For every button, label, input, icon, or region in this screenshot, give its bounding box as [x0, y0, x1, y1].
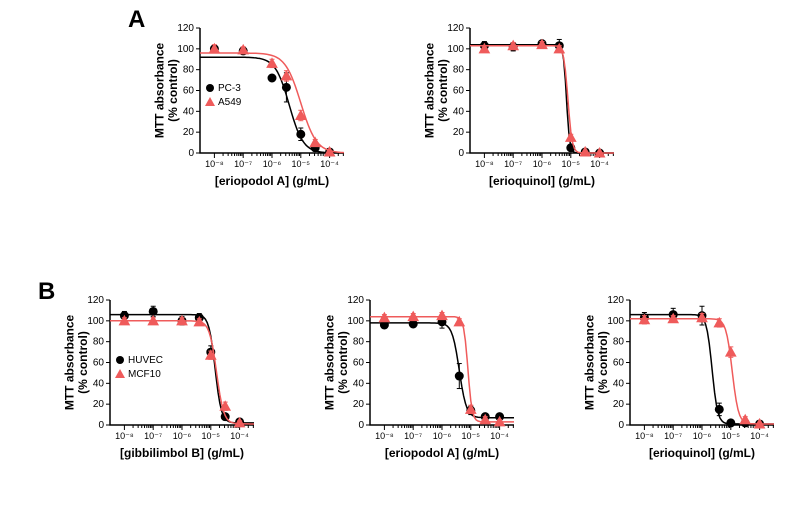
chart-erioquinol-normal: 0 20 40 60 80 100 120 10⁻⁸ 10⁻⁷ 10⁻⁶ 10⁻⁵ 10⁻⁴ MTT a… [580, 290, 780, 470]
svg-text:10⁻⁶: 10⁻⁶ [263, 159, 282, 169]
svg-text:0: 0 [188, 148, 194, 159]
svg-text:10⁻⁴: 10⁻⁴ [320, 159, 339, 169]
svg-text:20: 20 [613, 399, 625, 410]
svg-text:10⁻⁵: 10⁻⁵ [462, 431, 481, 441]
svg-text:10⁻⁷: 10⁻⁷ [144, 431, 162, 441]
svg-text:[erioquinol] (g/mL): [erioquinol] (g/mL) [649, 446, 755, 460]
svg-text:100: 100 [347, 316, 364, 327]
svg-text:[eriopodol A] (g/mL): [eriopodol A] (g/mL) [385, 446, 499, 460]
svg-text:20: 20 [453, 127, 465, 138]
svg-text:10⁻⁷: 10⁻⁷ [234, 159, 252, 169]
svg-text:A549: A549 [218, 97, 242, 108]
svg-text:MTT absorbance(% control): MTT absorbance(% control) [63, 315, 90, 411]
svg-text:[eriopodol A] (g/mL): [eriopodol A] (g/mL) [215, 174, 329, 188]
chart-eriopodol-a-normal: 0 20 40 60 80 100 120 10⁻⁸ 10⁻⁷ 10⁻⁶ 10⁻⁵ 10⁻⁴ MTT a… [320, 290, 520, 470]
panel-a-label: A [128, 6, 145, 34]
chart-gibbilimbol-b-normal: 0 20 40 60 80 100 120 10⁻⁸ 10⁻⁷ 10⁻⁶ 10⁻⁵ 10⁻⁴ MTT a… [60, 290, 260, 470]
svg-text:0: 0 [358, 420, 364, 431]
svg-text:20: 20 [353, 399, 365, 410]
svg-text:100: 100 [607, 316, 624, 327]
svg-text:40: 40 [93, 378, 105, 389]
svg-text:PC-3: PC-3 [218, 83, 241, 94]
svg-text:60: 60 [183, 86, 195, 97]
svg-text:80: 80 [93, 337, 105, 348]
chart-eriopodol-a-cancer: 0 20 40 60 80 100 120 10⁻⁸ 10⁻⁷ 10⁻⁶ 10⁻⁵ 10⁻⁴ MTT a… [150, 18, 350, 198]
svg-text:60: 60 [93, 358, 105, 369]
svg-text:10⁻⁷: 10⁻⁷ [404, 431, 422, 441]
svg-text:0: 0 [458, 148, 464, 159]
svg-text:80: 80 [183, 65, 195, 76]
svg-text:MTT absorbance(% control): MTT absorbance(% control) [423, 43, 450, 139]
svg-text:60: 60 [613, 358, 625, 369]
svg-text:120: 120 [607, 295, 624, 306]
svg-text:10⁻⁸: 10⁻⁸ [475, 159, 494, 169]
svg-text:10⁻⁷: 10⁻⁷ [504, 159, 522, 169]
svg-text:10⁻⁸: 10⁻⁸ [205, 159, 224, 169]
svg-text:10⁻⁶: 10⁻⁶ [433, 431, 452, 441]
svg-text:80: 80 [453, 65, 465, 76]
svg-text:100: 100 [87, 316, 104, 327]
svg-text:40: 40 [453, 106, 465, 117]
svg-text:10⁻⁵: 10⁻⁵ [292, 159, 311, 169]
svg-text:80: 80 [613, 337, 625, 348]
svg-text:120: 120 [87, 295, 104, 306]
svg-text:10⁻⁷: 10⁻⁷ [664, 431, 682, 441]
svg-text:120: 120 [177, 23, 194, 34]
svg-text:20: 20 [93, 399, 105, 410]
svg-text:40: 40 [613, 378, 625, 389]
panel-b-label: B [38, 278, 55, 306]
svg-text:10⁻⁴: 10⁻⁴ [590, 159, 609, 169]
svg-text:0: 0 [98, 420, 104, 431]
svg-text:120: 120 [347, 295, 364, 306]
svg-text:10⁻⁸: 10⁻⁸ [635, 431, 654, 441]
svg-text:MTT absorbance(% control): MTT absorbance(% control) [583, 315, 610, 411]
svg-text:0: 0 [618, 420, 624, 431]
svg-text:40: 40 [183, 106, 195, 117]
svg-text:80: 80 [353, 337, 365, 348]
svg-text:40: 40 [353, 378, 365, 389]
svg-text:10⁻⁵: 10⁻⁵ [562, 159, 581, 169]
svg-text:10⁻⁴: 10⁻⁴ [490, 431, 509, 441]
svg-text:10⁻⁶: 10⁻⁶ [693, 431, 712, 441]
svg-text:10⁻⁵: 10⁻⁵ [202, 431, 221, 441]
svg-text:MTT absorbance(% control): MTT absorbance(% control) [153, 43, 180, 139]
svg-text:100: 100 [447, 44, 464, 55]
svg-text:[erioquinol] (g/mL): [erioquinol] (g/mL) [489, 174, 595, 188]
svg-text:100: 100 [177, 44, 194, 55]
svg-text:10⁻⁸: 10⁻⁸ [115, 431, 134, 441]
svg-text:10⁻⁵: 10⁻⁵ [722, 431, 741, 441]
svg-text:10⁻⁴: 10⁻⁴ [230, 431, 249, 441]
svg-text:60: 60 [353, 358, 365, 369]
svg-text:60: 60 [453, 86, 465, 97]
svg-text:MTT absorbance(% control): MTT absorbance(% control) [323, 315, 350, 411]
chart-erioquinol-cancer: 0 20 40 60 80 100 120 10⁻⁸ 10⁻⁷ 10⁻⁶ 10⁻⁵ 10⁻⁴ MTT a… [420, 18, 620, 198]
svg-text:HUVEC: HUVEC [128, 355, 163, 366]
svg-text:MCF10: MCF10 [128, 369, 161, 380]
svg-text:10⁻⁶: 10⁻⁶ [533, 159, 552, 169]
svg-text:10⁻⁴: 10⁻⁴ [750, 431, 769, 441]
svg-text:20: 20 [183, 127, 195, 138]
svg-text:10⁻⁸: 10⁻⁸ [375, 431, 394, 441]
svg-text:[gibbilimbol B] (g/mL): [gibbilimbol B] (g/mL) [120, 446, 244, 460]
svg-text:120: 120 [447, 23, 464, 34]
svg-text:10⁻⁶: 10⁻⁶ [173, 431, 192, 441]
